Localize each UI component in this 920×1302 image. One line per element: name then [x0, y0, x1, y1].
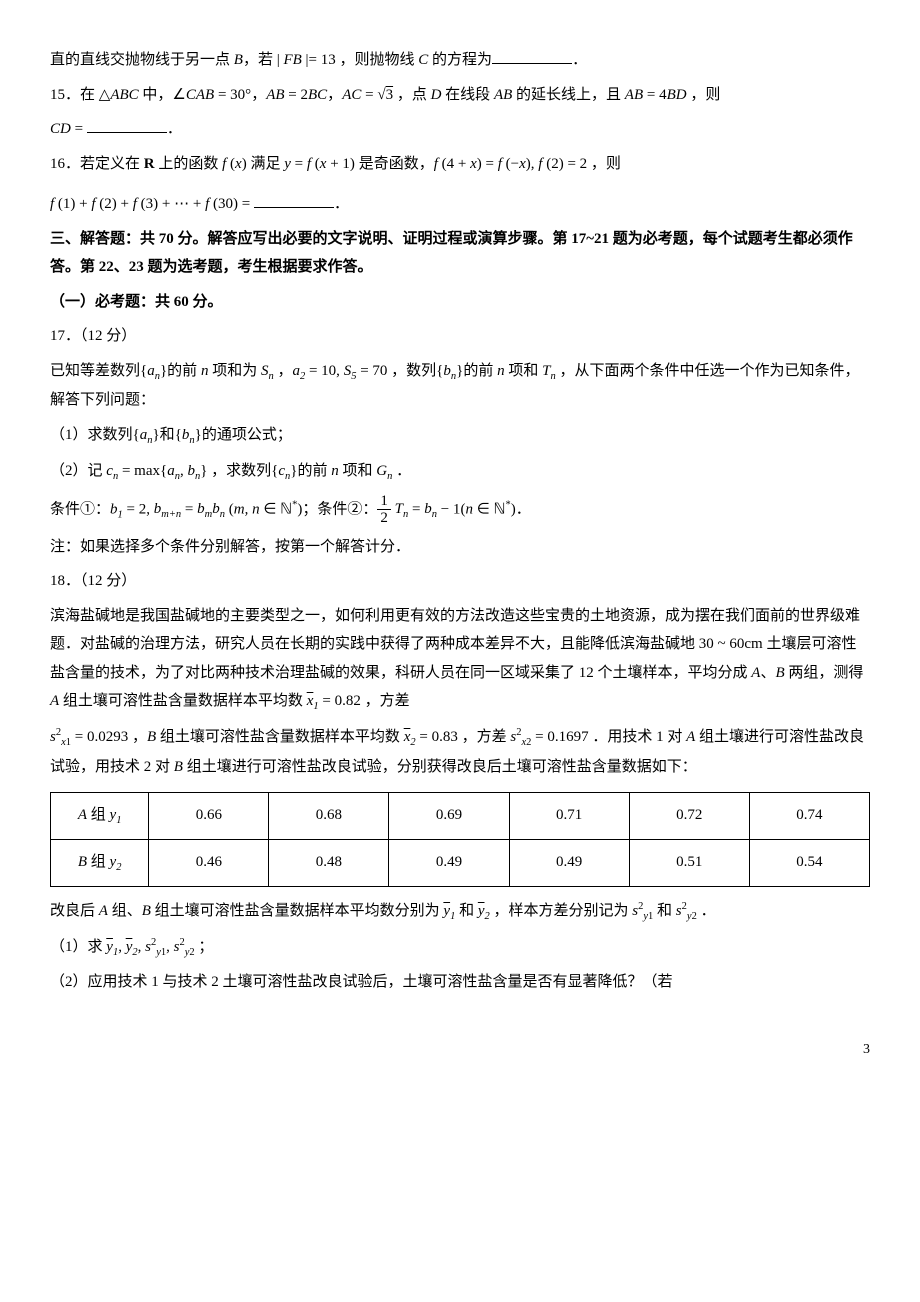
q15: 15．在 △ABC 中，∠CAB = 30°，AB = 2BC，AC = √3 …	[50, 81, 870, 110]
q17-head: 17．（12 分）	[50, 322, 870, 351]
cell: 0.69	[389, 792, 509, 839]
blank-16	[254, 192, 334, 208]
q17-p5: 注：如果选择多个条件分别解答，按第一个解答计分．	[50, 533, 870, 562]
section3-title: 三、解答题：共 70 分。解答应写出必要的文字说明、证明过程或演算步骤。第 17…	[50, 225, 870, 282]
cell: 0.72	[629, 792, 749, 839]
q18-p4: （1）求 y1, y2, s2y1, s2y2 ；	[50, 933, 870, 963]
blank-15	[87, 117, 167, 133]
table-row: B 组 y2 0.46 0.48 0.49 0.49 0.51 0.54	[51, 839, 870, 886]
q17-p4: 条件①：b1 = 2, bm+n = bmbn (m, n ∈ ℕ*)；条件②：…	[50, 493, 870, 527]
section3-sub: （一）必考题：共 60 分。	[50, 288, 870, 317]
q15-line2: CD = ．	[50, 115, 870, 144]
cell: 0.46	[149, 839, 269, 886]
row1-label: A 组 y1	[51, 792, 149, 839]
q17-p3: （2）记 cn = max{an, bn} ，求数列{cn}的前 n 项和 Gn…	[50, 457, 870, 487]
q14-tail: 直的直线交抛物线于另一点 B，若 | FB |= 13 ，则抛物线 C 的方程为…	[50, 46, 870, 75]
q17-p2: （1）求数列{an}和{bn}的通项公式；	[50, 421, 870, 451]
q18-p1: 滨海盐碱地是我国盐碱地的主要类型之一，如何利用更有效的方法改造这些宝贵的土地资源…	[50, 602, 870, 717]
q18-p5: （2）应用技术 1 与技术 2 土壤可溶性盐改良试验后，土壤可溶性盐含量是否有显…	[50, 968, 870, 997]
q18-p2: s2x1 = 0.0293 ，B 组土壤可溶性盐含量数据样本平均数 x2 = 0…	[50, 723, 870, 781]
cell: 0.66	[149, 792, 269, 839]
table-row: A 组 y1 0.66 0.68 0.69 0.71 0.72 0.74	[51, 792, 870, 839]
q18-head: 18．（12 分）	[50, 567, 870, 596]
q17-p1: 已知等差数列{an}的前 n 项和为 Sn ，a2 = 10, S5 = 70 …	[50, 357, 870, 415]
cell: 0.74	[749, 792, 869, 839]
q18-p3: 改良后 A 组、B 组土壤可溶性盐含量数据样本平均数分别为 y1 和 y2 ，样…	[50, 897, 870, 927]
cell: 0.51	[629, 839, 749, 886]
page-number: 3	[50, 1037, 870, 1064]
q16-line2: f (1) + f (2) + f (3) + ⋯ + f (30) = ．	[50, 190, 870, 219]
row2-label: B 组 y2	[51, 839, 149, 886]
cell: 0.49	[509, 839, 629, 886]
blank-14	[492, 48, 572, 64]
q16: 16．若定义在 R 上的函数 f (x) 满足 y = f (x + 1) 是奇…	[50, 150, 870, 179]
cell: 0.48	[269, 839, 389, 886]
q18-table: A 组 y1 0.66 0.68 0.69 0.71 0.72 0.74 B 组…	[50, 792, 870, 887]
cell: 0.54	[749, 839, 869, 886]
cell: 0.68	[269, 792, 389, 839]
cell: 0.49	[389, 839, 509, 886]
cell: 0.71	[509, 792, 629, 839]
